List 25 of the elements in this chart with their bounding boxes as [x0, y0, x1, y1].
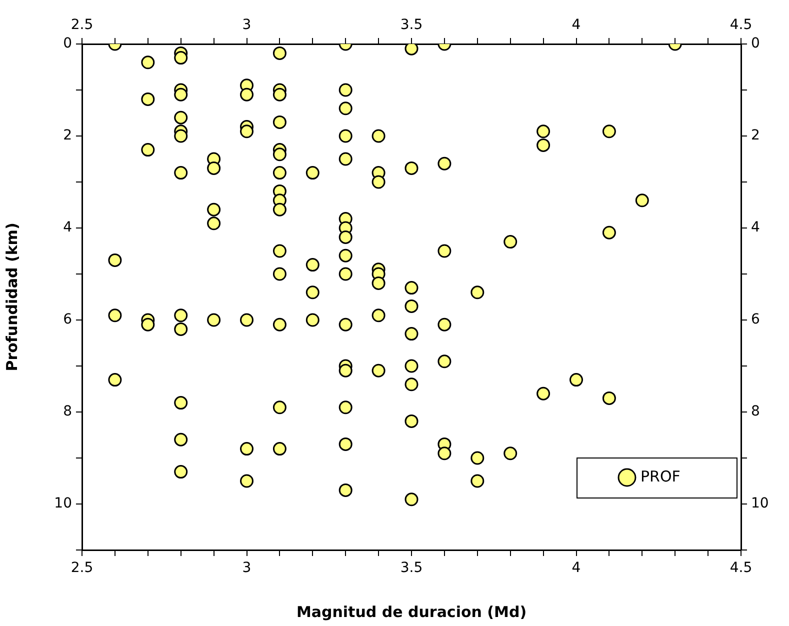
- y2-tick-label: 6: [751, 312, 760, 328]
- x2-tick-label: 4.5: [730, 17, 752, 34]
- x-axis-title: Magnitud de duracion (Md): [296, 602, 527, 621]
- x2-tick-label: 3: [242, 17, 252, 34]
- y-tick-label: 6: [63, 312, 72, 328]
- legend-label: PROF: [640, 467, 680, 486]
- y-tick-label: 4: [63, 220, 72, 236]
- y-axis-title: Profundidad (km): [2, 222, 21, 372]
- y2-tick-label: 4: [751, 220, 760, 236]
- y-tick-label: 10: [54, 496, 72, 512]
- x2-tick-label: 3.5: [400, 17, 423, 34]
- x-tick-label: 2.5: [70, 560, 94, 576]
- y2-tick-label: 0: [751, 36, 760, 52]
- y2-tick-label: 2: [751, 128, 760, 144]
- x-tick-label: 3: [242, 560, 252, 576]
- x-tick-label: 3.5: [400, 560, 423, 576]
- y2-tick-label: 10: [751, 496, 769, 512]
- y-tick-label: 0: [63, 36, 72, 52]
- x2-tick-label: 4: [572, 17, 581, 34]
- y-tick-label: 2: [63, 128, 72, 144]
- y-tick-label: 8: [63, 404, 72, 420]
- y2-tick-label: 8: [751, 404, 760, 420]
- x-tick-label: 4: [572, 560, 581, 576]
- x-tick-label: 4.5: [730, 560, 752, 576]
- x2-tick-label: 2.5: [70, 17, 94, 34]
